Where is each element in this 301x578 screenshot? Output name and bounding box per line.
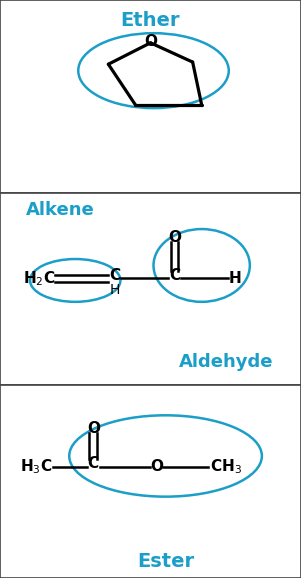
Text: Alkene: Alkene [26,201,95,219]
Text: H: H [228,271,241,286]
Text: H: H [109,283,119,297]
Text: Ester: Ester [137,553,194,571]
Text: O: O [144,34,157,49]
Text: O: O [87,421,100,436]
Text: Ether: Ether [121,11,180,29]
Text: H$_3$C: H$_3$C [20,457,52,476]
Text: CH$_3$: CH$_3$ [210,457,242,476]
Text: Aldehyde: Aldehyde [178,353,273,371]
Text: O: O [168,230,181,245]
Text: C: C [109,268,120,283]
Text: C: C [88,456,99,471]
Text: O: O [150,459,163,474]
Text: H$_2$C: H$_2$C [23,269,55,288]
Text: C: C [169,268,180,283]
